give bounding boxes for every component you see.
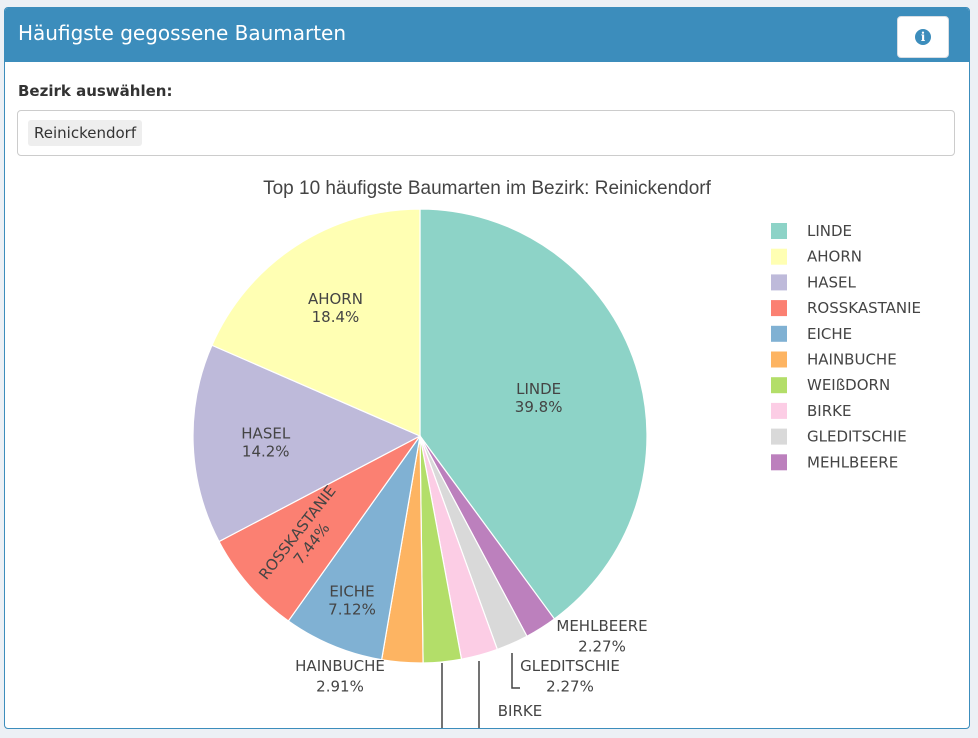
legend-label-ahorn: AHORN	[807, 248, 862, 266]
info-circle-icon: i	[915, 29, 931, 45]
legend-swatch-ahorn	[771, 248, 787, 265]
pie-slice-eiche	[287, 435, 421, 661]
legend-label-hainbuche: HAINBUCHE	[807, 351, 897, 369]
panel-title: Häufigste gegossene Baumarten	[18, 21, 347, 45]
legend-swatch-mehlbeere	[771, 454, 787, 471]
slice-label-mehlbeere: MEHLBEERE 2.27%	[556, 617, 647, 655]
legend-swatch-rosskastanie	[771, 300, 787, 317]
chart-panel: Häufigste gegossene Baumarten i Bezirk a…	[4, 7, 970, 729]
chart-title: Top 10 häufigste Baumarten im Bezirk: Re…	[263, 178, 712, 199]
district-select[interactable]: Reinickendorf	[17, 110, 955, 156]
legend-label-gleditschie: GLEDITSCHIE	[807, 428, 907, 446]
pie-slice-hasel	[192, 344, 422, 543]
legend-swatch-eiche	[771, 325, 787, 342]
slice-label-ahorn: AHORN 18.4%	[308, 290, 363, 326]
pie-chart: Top 10 häufigste Baumarten im Bezirk: Re…	[192, 178, 921, 728]
slice-label-birke: BIRKE	[498, 702, 542, 720]
legend-label-birke: BIRKE	[807, 402, 851, 420]
slice-label-eiche: EICHE 7.12%	[328, 582, 376, 618]
legend-label-weissdorn: WEIßDORN	[807, 376, 890, 394]
info-button[interactable]: i	[897, 16, 949, 58]
legend-swatch-weissdorn	[771, 377, 787, 394]
legend-swatch-hainbuche	[771, 351, 787, 368]
legend-swatch-hasel	[771, 274, 787, 291]
legend-label-rosskastanie: ROSSKASTANIE	[807, 299, 921, 317]
legend-swatch-linde	[771, 223, 787, 239]
legend-label-linde: LINDE	[807, 222, 852, 240]
pie-slice-rosskastanie	[218, 435, 421, 622]
pie-slice-linde	[419, 208, 648, 620]
panel-header: Häufigste gegossene Baumarten i	[5, 8, 969, 62]
slice-label-gleditschie: GLEDITSCHIE 2.27%	[520, 657, 620, 695]
slice-label-hainbuche: HAINBUCHE 2.91%	[295, 657, 385, 695]
district-select-label: Bezirk auswählen:	[18, 82, 173, 100]
legend-label-mehlbeere: MEHLBEERE	[807, 453, 898, 471]
legend-label-hasel: HASEL	[807, 273, 857, 291]
district-selected-item[interactable]: Reinickendorf	[28, 120, 143, 146]
slice-label-hasel: HASEL 14.2%	[241, 425, 291, 461]
legend-swatch-birke	[771, 402, 787, 419]
leader-line-gleditschie	[511, 653, 520, 689]
legend-label-eiche: EICHE	[807, 325, 852, 343]
legend-swatch-gleditschie	[771, 428, 787, 445]
slice-label-linde: LINDE 39.8%	[515, 380, 563, 416]
pie-slice-ahorn	[211, 208, 421, 437]
